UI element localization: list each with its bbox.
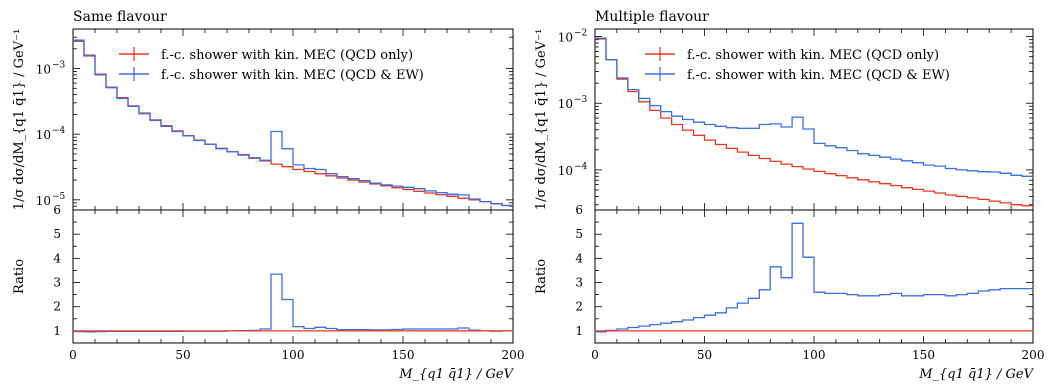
ratio-y-tick-label: 2 bbox=[53, 300, 61, 314]
y-tick-exponent: −3 bbox=[52, 61, 66, 71]
ratio-y-tick-label: 6 bbox=[575, 203, 583, 217]
y-tick-exponent: −3 bbox=[574, 95, 588, 105]
ratio-line-qcd-ew bbox=[595, 222, 1033, 333]
y-tick-label: 10 bbox=[558, 164, 573, 178]
x-tick-label: 150 bbox=[392, 348, 415, 362]
ratio-y-tick-label: 2 bbox=[575, 300, 583, 314]
legend-entry: f.-c. shower with kin. MEC (QCD & EW) bbox=[687, 68, 950, 83]
ratio-y-tick-label: 1 bbox=[53, 324, 61, 338]
y-axis-label: 1/σ dσ/dM_{q1 q̄1} / GeV⁻¹ bbox=[534, 29, 549, 210]
x-tick-label: 0 bbox=[69, 348, 77, 362]
series-line-qcd-ew bbox=[595, 38, 1033, 177]
y-tick-label: 10 bbox=[36, 63, 51, 77]
x-tick-label: 100 bbox=[803, 348, 826, 362]
legend-entry: f.-c. shower with kin. MEC (QCD only) bbox=[161, 48, 413, 63]
ratio-y-tick-label: 4 bbox=[575, 251, 583, 265]
series-line-qcd-only bbox=[73, 39, 513, 207]
x-tick-label: 50 bbox=[697, 348, 712, 362]
ratio-y-tick-label: 6 bbox=[53, 203, 61, 217]
y-tick-exponent: −4 bbox=[574, 162, 588, 172]
x-tick-label: 50 bbox=[175, 348, 190, 362]
series-line-qcd-ew bbox=[73, 40, 513, 207]
x-tick-label: 200 bbox=[1022, 348, 1045, 362]
ratio-line-qcd-ew bbox=[73, 273, 513, 333]
ratio-axis-label: Ratio bbox=[534, 259, 549, 294]
legend-entry: f.-c. shower with kin. MEC (QCD & EW) bbox=[161, 68, 424, 83]
ratio-y-tick-label: 4 bbox=[53, 251, 61, 265]
ratio-y-tick-label: 5 bbox=[575, 227, 583, 241]
x-axis-label: M_{q1 q̄1} / GeV bbox=[918, 367, 1034, 382]
x-tick-label: 100 bbox=[282, 348, 305, 362]
chart-panel-2: Multiple flavour 0 50 100 150 200 M_{q1 q̄1} /… bbox=[534, 9, 1044, 382]
x-tick-label: 200 bbox=[502, 348, 525, 362]
series-line-qcd-only bbox=[595, 37, 1033, 207]
y-tick-label: 10 bbox=[36, 194, 51, 208]
chart-title: Same flavour bbox=[73, 9, 167, 25]
y-tick-label: 10 bbox=[36, 128, 51, 142]
y-tick-exponent: −5 bbox=[52, 192, 66, 202]
x-tick-label: 150 bbox=[912, 348, 935, 362]
y-axis-label: 1/σ dσ/dM_{q1 q̄1} / GeV⁻¹ bbox=[12, 29, 27, 210]
ratio-y-tick-label: 3 bbox=[575, 276, 583, 290]
ratio-y-tick-label: 3 bbox=[53, 276, 61, 290]
legend-entry: f.-c. shower with kin. MEC (QCD only) bbox=[687, 48, 939, 63]
y-tick-label: 10 bbox=[558, 31, 573, 45]
y-tick-label: 10 bbox=[558, 97, 573, 111]
y-tick-exponent: −2 bbox=[574, 29, 587, 39]
ratio-y-tick-label: 5 bbox=[53, 227, 61, 241]
chart-title: Multiple flavour bbox=[595, 9, 709, 25]
y-tick-exponent: −4 bbox=[52, 126, 66, 136]
x-tick-label: 0 bbox=[591, 348, 599, 362]
ratio-y-tick-label: 1 bbox=[575, 324, 583, 338]
chart-panel-1: Same flavour 0 50 100 150 200 M_{q1 q̄1} / GeV… bbox=[12, 9, 524, 382]
ratio-axis-label: Ratio bbox=[12, 259, 27, 294]
x-axis-label: M_{q1 q̄1} / GeV bbox=[398, 367, 514, 382]
